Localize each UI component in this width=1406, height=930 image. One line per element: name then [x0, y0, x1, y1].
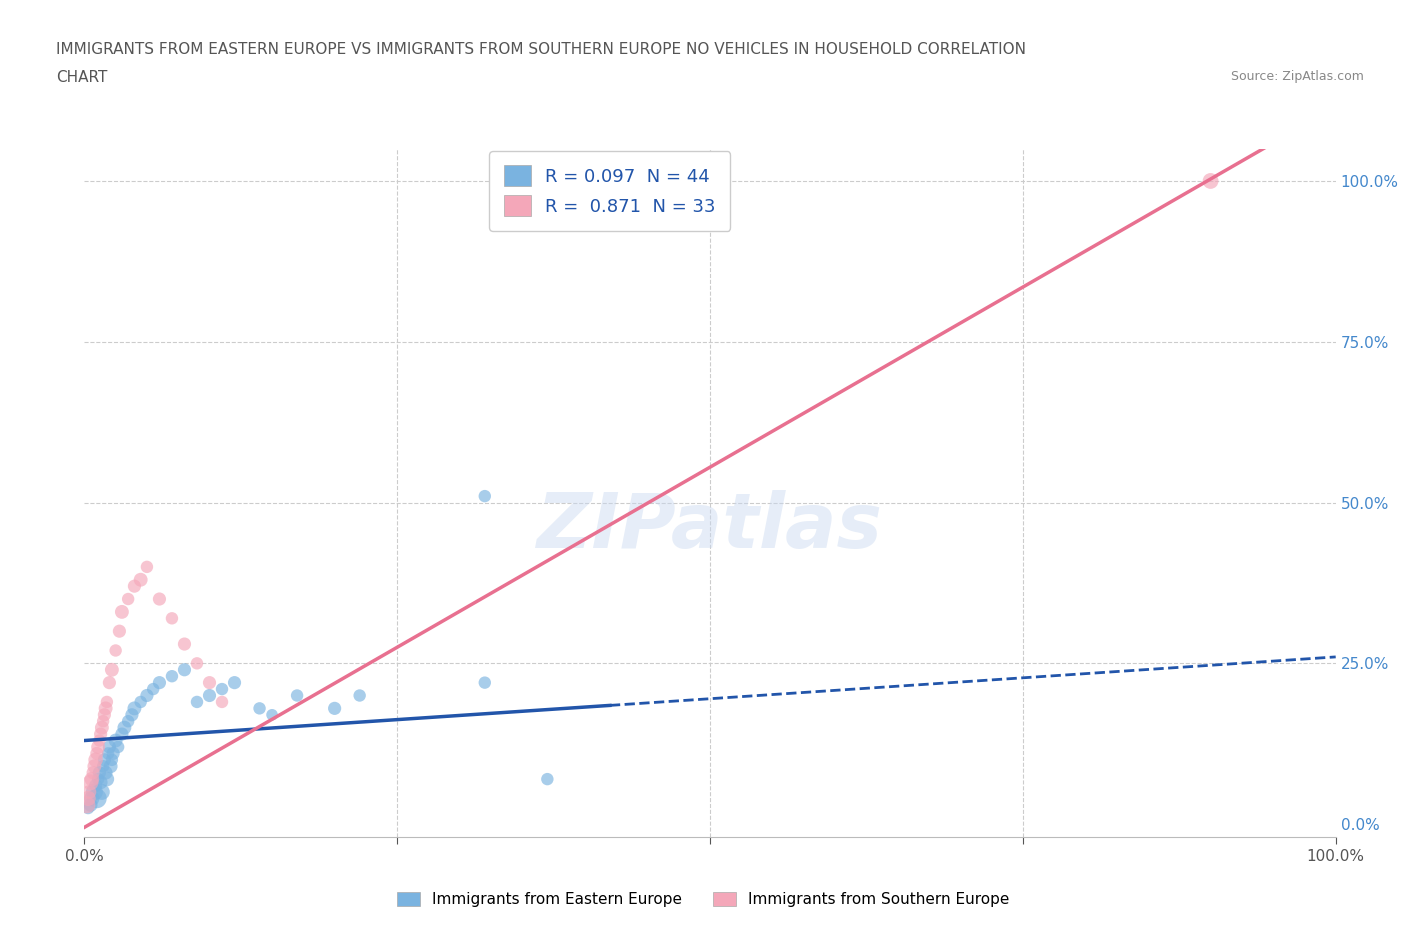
Point [77, 791, 100, 806]
Point [79, 785, 101, 800]
Point [84, 752, 107, 767]
Point [101, 752, 124, 767]
Point [93, 752, 115, 767]
Legend: Immigrants from Eastern Europe, Immigrants from Southern Europe: Immigrants from Eastern Europe, Immigran… [391, 885, 1015, 913]
Point [96, 772, 118, 787]
Point [1199, 174, 1222, 189]
Point [87, 772, 110, 787]
Point [79, 775, 101, 790]
Point [148, 591, 170, 606]
Point [89, 765, 111, 780]
Text: CHART: CHART [56, 70, 108, 85]
Point [89, 733, 111, 748]
Point [211, 695, 233, 710]
Point [136, 560, 159, 575]
Point [474, 488, 496, 503]
Point [117, 714, 139, 729]
Point [97, 746, 120, 761]
Text: Source: ZipAtlas.com: Source: ZipAtlas.com [1230, 70, 1364, 83]
Point [93, 708, 115, 723]
Point [80, 772, 103, 787]
Point [80, 791, 103, 806]
Point [91, 714, 114, 729]
Point [129, 695, 152, 710]
Point [474, 675, 496, 690]
Point [83, 785, 105, 800]
Point [98, 739, 121, 754]
Point [101, 662, 124, 677]
Point [94, 701, 117, 716]
Point [536, 772, 558, 787]
Point [84, 778, 107, 793]
Point [124, 701, 146, 716]
Point [86, 791, 108, 806]
Point [86, 746, 108, 761]
Point [94, 765, 117, 780]
Point [90, 785, 112, 800]
Point [87, 739, 110, 754]
Point [349, 688, 371, 703]
Point [76, 797, 98, 812]
Point [148, 675, 170, 690]
Point [91, 759, 114, 774]
Point [211, 682, 233, 697]
Point [198, 675, 221, 690]
Point [111, 726, 134, 741]
Point [90, 726, 112, 741]
Point [104, 733, 127, 748]
Point [108, 624, 131, 639]
Point [104, 643, 127, 658]
Point [83, 759, 105, 774]
Point [117, 591, 139, 606]
Point [107, 739, 129, 754]
Point [101, 746, 124, 761]
Point [198, 688, 221, 703]
Point [136, 688, 159, 703]
Point [249, 701, 271, 716]
Point [186, 695, 208, 710]
Point [79, 797, 101, 812]
Point [160, 611, 183, 626]
Point [90, 720, 112, 735]
Point [173, 662, 195, 677]
Point [77, 801, 100, 816]
Point [129, 572, 152, 587]
Point [111, 604, 134, 619]
Point [124, 578, 146, 593]
Point [224, 675, 246, 690]
Point [100, 759, 122, 774]
Point [96, 695, 118, 710]
Point [90, 775, 112, 790]
Point [186, 656, 208, 671]
Point [121, 708, 143, 723]
Point [112, 720, 135, 735]
Point [285, 688, 308, 703]
Point [82, 765, 104, 780]
Point [323, 701, 346, 716]
Text: IMMIGRANTS FROM EASTERN EUROPE VS IMMIGRANTS FROM SOUTHERN EUROPE NO VEHICLES IN: IMMIGRANTS FROM EASTERN EUROPE VS IMMIGR… [56, 42, 1026, 57]
Point [98, 675, 121, 690]
Point [142, 682, 165, 697]
Legend: R = 0.097  N = 44, R =  0.871  N = 33: R = 0.097 N = 44, R = 0.871 N = 33 [489, 151, 730, 231]
Point [173, 637, 195, 652]
Point [160, 669, 183, 684]
Text: ZIPatlas: ZIPatlas [537, 490, 883, 565]
Point [262, 708, 284, 723]
